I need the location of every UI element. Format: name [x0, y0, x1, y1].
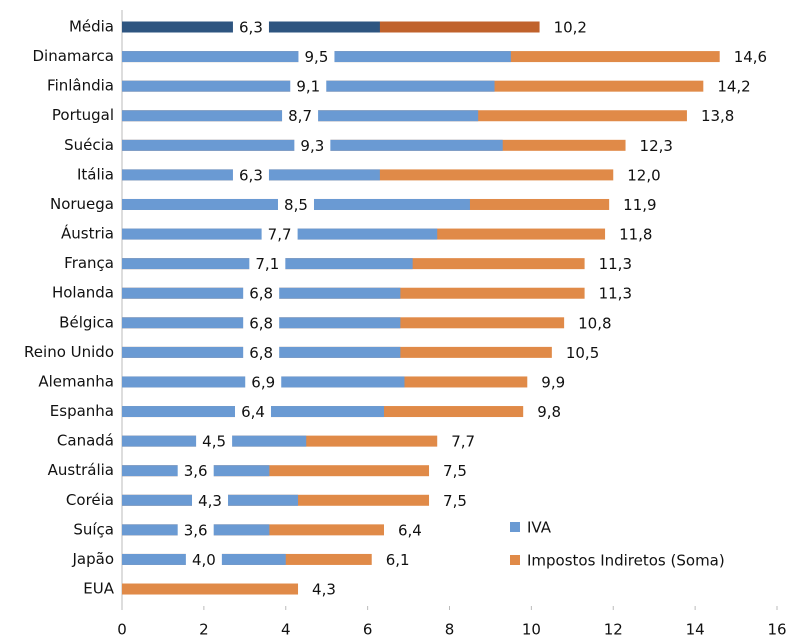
label-background: [192, 491, 229, 510]
category-label: Noruega: [50, 195, 114, 213]
data-label: 4,5: [202, 433, 226, 451]
data-label: 9,3: [300, 137, 324, 155]
category-label: Coréia: [66, 491, 114, 509]
data-label: 6,1: [386, 551, 410, 569]
x-tick-label: 2: [199, 621, 209, 635]
data-label: 7,5: [443, 462, 467, 480]
data-label: 9,1: [296, 78, 320, 96]
x-tick-label: 12: [604, 621, 623, 635]
legend-label: Impostos Indiretos (Soma): [527, 552, 725, 570]
category-label: Japão: [71, 550, 114, 568]
data-label: 13,8: [701, 107, 734, 125]
x-tick-label: 0: [117, 621, 127, 635]
label-background: [298, 47, 335, 66]
label-background: [232, 165, 269, 184]
category-label: Suécia: [64, 136, 114, 154]
legend-swatch: [510, 522, 520, 532]
bar: [122, 465, 430, 477]
category-label: Holanda: [52, 284, 114, 302]
data-label: 6,8: [249, 285, 273, 303]
category-label: Bélgica: [59, 313, 114, 331]
label-background: [235, 402, 271, 421]
label-background: [177, 520, 214, 539]
label-background: [282, 106, 319, 125]
data-label: 11,9: [623, 196, 656, 214]
data-label: 10,5: [566, 344, 599, 362]
data-label: 7,7: [451, 433, 475, 451]
category-label: Itália: [77, 165, 114, 183]
data-label: 3,6: [184, 462, 208, 480]
label-background: [243, 343, 280, 362]
label-background: [177, 461, 214, 480]
legend-swatch: [510, 555, 520, 565]
data-label: 7,7: [268, 226, 292, 244]
data-label: 14,2: [717, 78, 750, 96]
label-background: [196, 432, 233, 451]
data-label: 7,1: [255, 255, 279, 273]
category-label: França: [64, 254, 114, 272]
data-label: 14,6: [734, 48, 767, 66]
data-label: 10,8: [578, 314, 611, 332]
data-label: 10,2: [554, 19, 587, 37]
data-label: 11,8: [619, 226, 652, 244]
data-label: 6,3: [239, 166, 263, 184]
category-label: Média: [69, 18, 114, 36]
data-label: 9,9: [541, 373, 565, 391]
data-label: 8,7: [288, 107, 312, 125]
category-label: Suíça: [73, 520, 114, 538]
data-label: 4,3: [312, 581, 336, 599]
category-label: Dinamarca: [33, 47, 115, 65]
data-label: 7,5: [443, 492, 467, 510]
label-background: [232, 18, 269, 36]
data-label: 9,5: [305, 48, 329, 66]
label-background: [185, 550, 222, 569]
category-label: EUA: [83, 580, 114, 598]
label-background: [261, 225, 298, 244]
data-label: 3,6: [184, 521, 208, 539]
x-tick-label: 16: [767, 621, 786, 635]
data-label: 12,0: [627, 166, 660, 184]
x-tick-label: 14: [686, 621, 705, 635]
label-background: [243, 313, 280, 332]
data-label: 6,3: [239, 19, 263, 37]
data-label: 4,3: [198, 492, 222, 510]
category-label: Portugal: [52, 106, 114, 124]
data-label: 11,3: [599, 255, 632, 273]
category-label: Reino Unido: [24, 343, 114, 361]
category-label: Austrália: [48, 461, 114, 479]
x-tick-label: 4: [281, 621, 291, 635]
data-label: 9,8: [537, 403, 561, 421]
label-background: [243, 284, 280, 303]
data-label: 11,3: [599, 285, 632, 303]
legend-label: IVA: [527, 519, 552, 537]
data-label: 6,9: [251, 373, 275, 391]
data-label: 8,5: [284, 196, 308, 214]
label-background: [277, 195, 314, 214]
category-label: Finlândia: [47, 77, 114, 95]
data-label: 4,0: [192, 551, 216, 569]
label-background: [249, 254, 286, 273]
bar: [122, 583, 299, 595]
data-label: 6,4: [398, 521, 422, 539]
data-label: 6,4: [241, 403, 265, 421]
label-background: [245, 372, 282, 391]
data-label: 12,3: [640, 137, 673, 155]
label-background: [294, 136, 331, 155]
data-label: 6,8: [249, 314, 273, 332]
category-label: Áustria: [61, 224, 114, 243]
label-background: [290, 77, 327, 96]
category-label: Canadá: [57, 432, 114, 450]
category-label: Espanha: [50, 402, 114, 420]
x-tick-label: 8: [445, 621, 455, 635]
x-tick-label: 6: [363, 621, 373, 635]
x-tick-label: 10: [522, 621, 541, 635]
data-label: 6,8: [249, 344, 273, 362]
category-label: Alemanha: [38, 372, 114, 390]
